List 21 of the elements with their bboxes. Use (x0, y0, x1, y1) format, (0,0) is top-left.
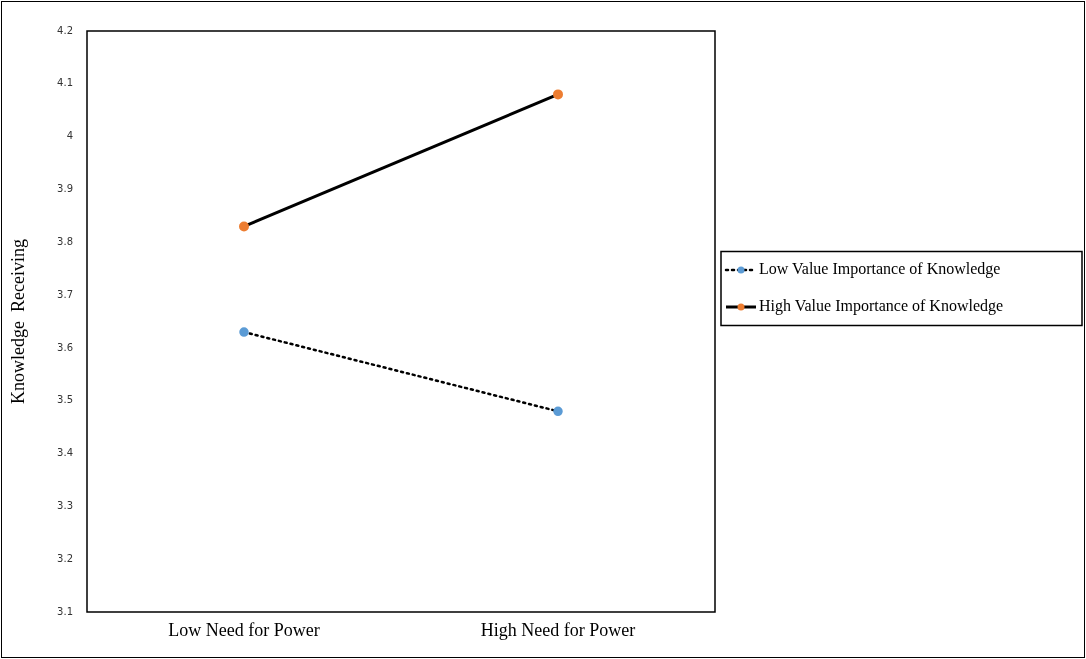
y-tick-label: 3.7 (57, 288, 73, 300)
y-tick-label: 4.2 (57, 24, 73, 36)
point (239, 327, 249, 337)
point (553, 406, 563, 417)
legend-label: High Value Importance of Knowledge (759, 297, 1004, 316)
y-tick-label: 4 (66, 130, 73, 142)
y-tick-label: 3.4 (57, 447, 73, 459)
y-tick-label: 3.9 (57, 183, 73, 195)
x-tick-label: Low Need for Power (168, 619, 320, 640)
x-tick-label: High Need for Power (480, 619, 636, 640)
point (553, 89, 563, 100)
y-tick-label: 3.5 (57, 394, 73, 406)
y-tick-label: 3.8 (57, 235, 73, 247)
y-tick-label: 3.3 (57, 499, 73, 511)
y-tick-label: 3.2 (57, 552, 73, 564)
y-tick-label: 3.6 (57, 341, 73, 353)
y-axis-title: Knowledge Receiving (7, 239, 28, 404)
y-tick-label: 4.1 (57, 77, 73, 89)
point (239, 221, 249, 232)
y-tick-label: 3.1 (57, 605, 73, 617)
legend-label: Low Value Importance of Knowledge (759, 260, 1001, 279)
